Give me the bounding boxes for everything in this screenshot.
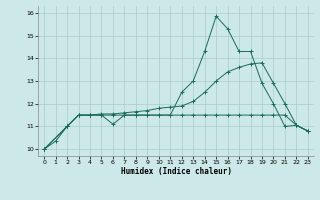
X-axis label: Humidex (Indice chaleur): Humidex (Indice chaleur) [121,167,231,176]
